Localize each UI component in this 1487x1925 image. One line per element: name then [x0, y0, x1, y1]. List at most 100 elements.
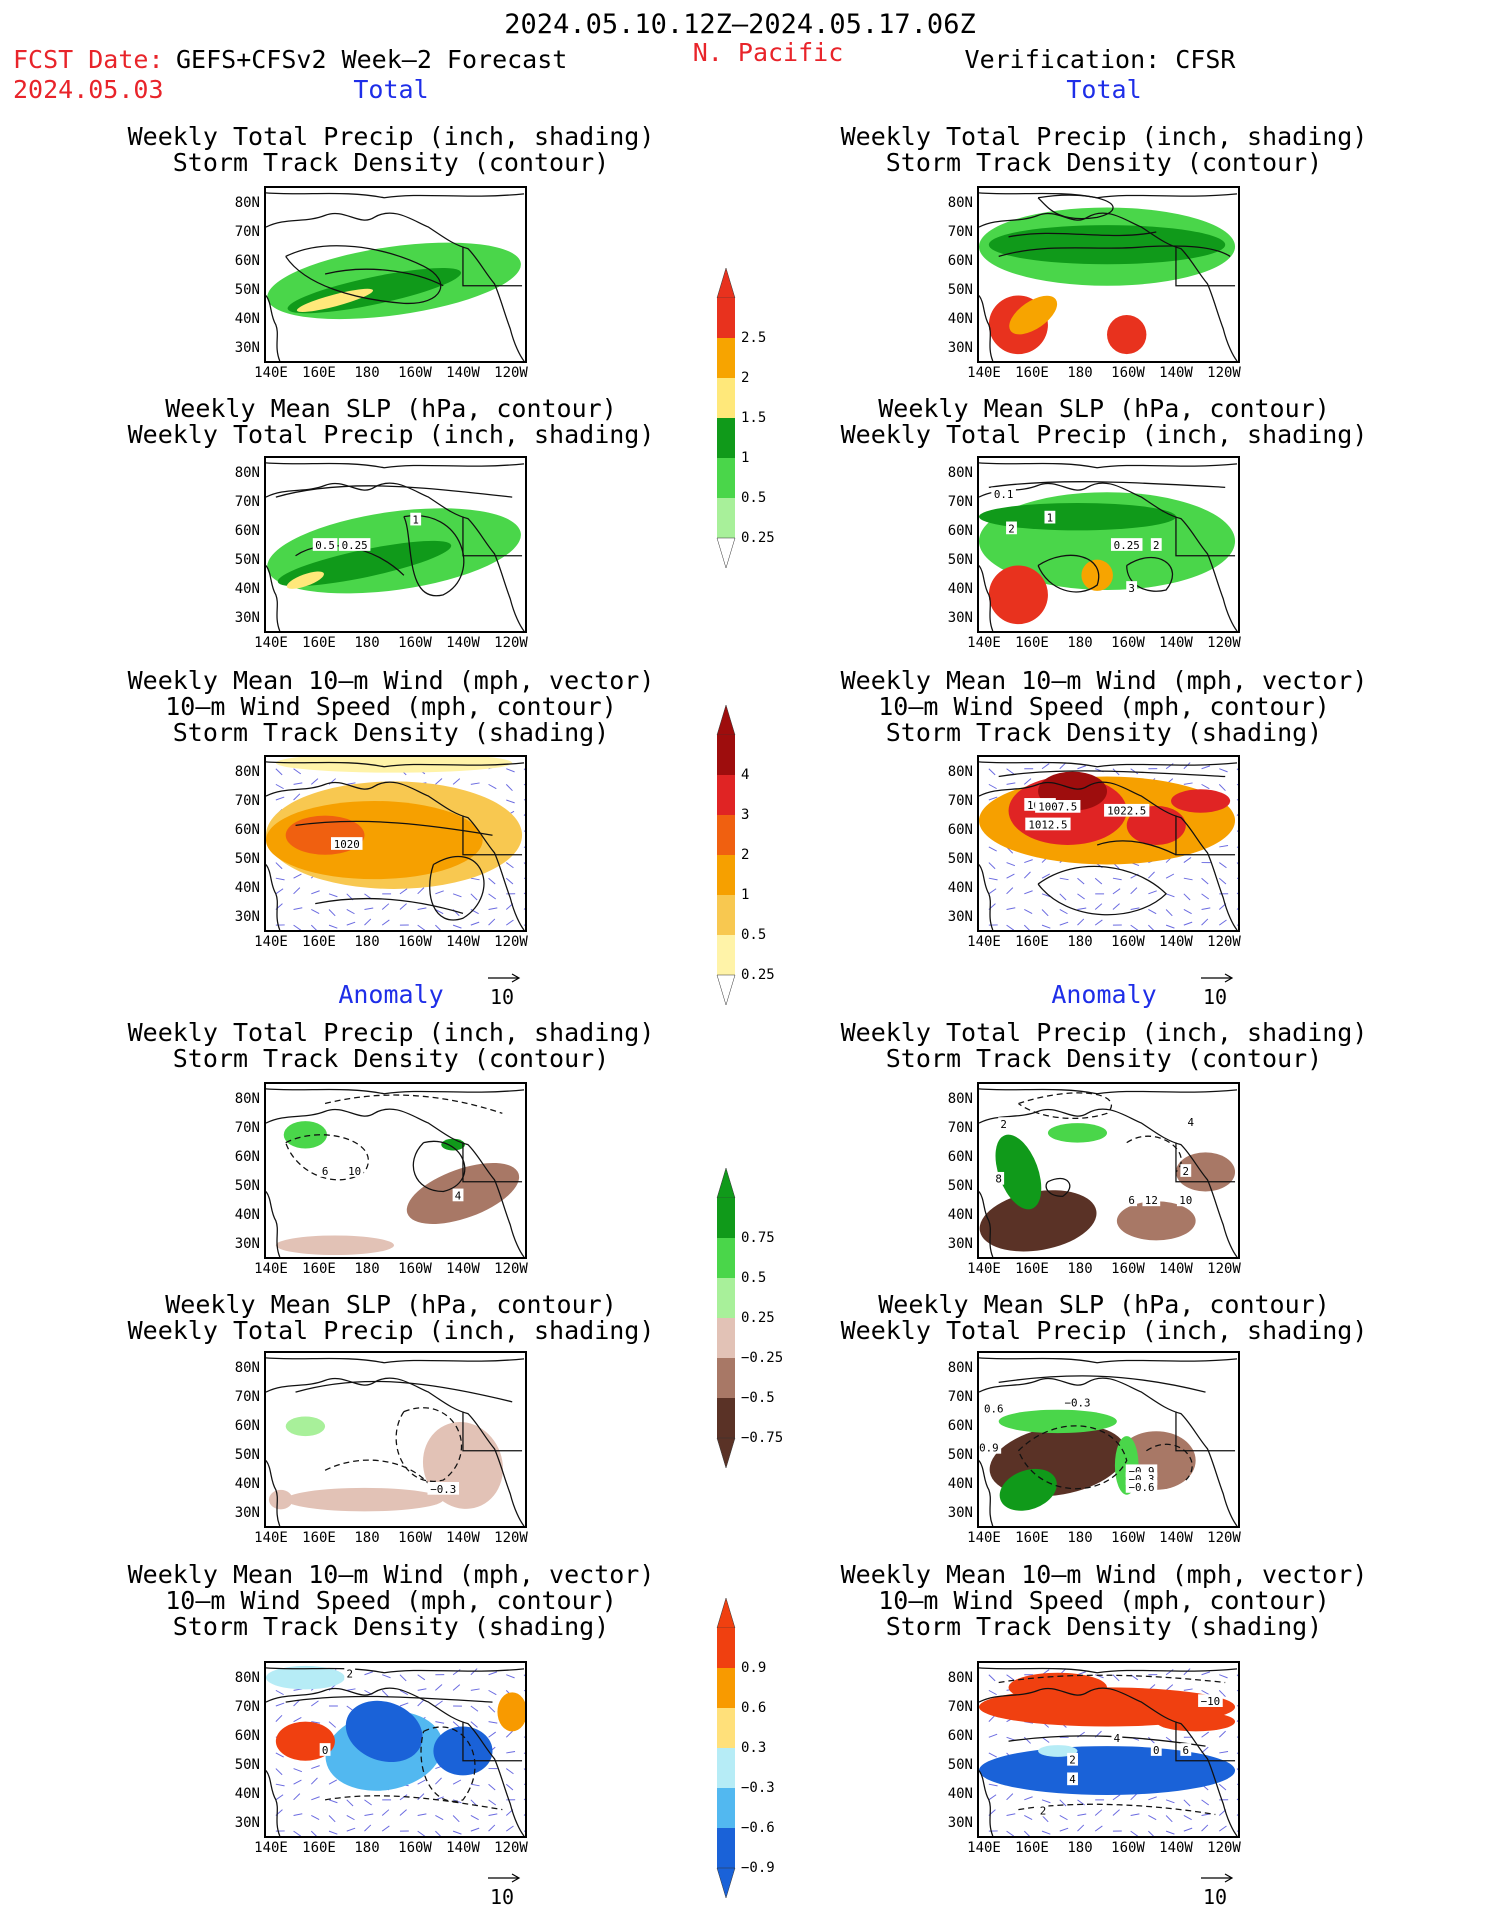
asia-coast [979, 1770, 994, 1836]
contour-line [285, 1695, 493, 1703]
svg-text:−0.3: −0.3 [430, 1483, 456, 1496]
arctic-coast [266, 761, 525, 768]
colorbar-precip_total [716, 268, 736, 568]
longitude-tick-label: 140W [446, 934, 480, 950]
longitude-tick-label: 140W [1159, 365, 1193, 381]
colorbar-tick-label: 1 [741, 450, 750, 466]
longitude-tick-label: 140E [254, 1261, 288, 1277]
latitude-tick-label: 40N [947, 1207, 973, 1223]
border-line [462, 246, 523, 287]
panel-title-r2-line1: Weekly Mean 10‒m Wind (mph, vector) [840, 666, 1368, 695]
contour-line [1126, 1135, 1182, 1173]
latitude-tick-label: 30N [947, 340, 973, 356]
latitude-tick-label: 80N [234, 1670, 260, 1686]
shading-region [1116, 1201, 1196, 1241]
svg-text:0.9: 0.9 [979, 1442, 999, 1455]
coastline-america [979, 212, 1238, 361]
contour-label: 0.5 [312, 538, 338, 552]
colorbar-tick-label: 2 [741, 370, 750, 386]
colorbar-tick-label: −0.25 [741, 1350, 784, 1366]
colorbar-segment [717, 418, 735, 458]
longitude-tick-label: 180 [354, 1530, 380, 1546]
reference-vector: 10 [1199, 968, 1235, 1007]
longitude-tick-label: 120W [494, 1840, 528, 1856]
colorbar-bottom-arrow [716, 537, 736, 568]
latitude-tick-label: 80N [947, 1360, 973, 1376]
border-line [1175, 1721, 1236, 1762]
panel-title-r0-line1: Weekly Total Precip (inch, shading) [840, 122, 1368, 151]
longitude-tick-label: 180 [1067, 934, 1093, 950]
reference-vector-label: 10 [490, 985, 515, 1009]
longitude-tick-label: 140E [967, 635, 1001, 651]
latitude-tick-label: 80N [947, 1670, 973, 1686]
date-range-title: 2024.05.10.12Z‒2024.05.17.06Z [504, 9, 976, 40]
contour-line [420, 1726, 476, 1802]
longitude-tick-label: 160E [302, 934, 336, 950]
svg-text:6: 6 [322, 1165, 329, 1178]
latitude-tick-label: 70N [234, 1699, 260, 1715]
latitude-tick-label: 40N [234, 880, 260, 896]
panel-title-l2-line3: Storm Track Density (shading) [172, 718, 610, 747]
colorbar-tick-label: 4 [741, 767, 750, 783]
colorbar-segment [717, 498, 735, 538]
longitude-tick-label: 140E [967, 1530, 1001, 1546]
coastline-america [979, 1687, 1238, 1836]
contour-label: 1020 [330, 837, 363, 851]
colorbar-tick-label: 0.75 [741, 1230, 775, 1246]
colorbar-top-arrow [716, 268, 736, 299]
latitude-tick-label: 40N [234, 1786, 260, 1802]
shading-region [441, 1138, 465, 1151]
map-panel-r5: −10 4 2 4 2 0 6 [977, 1661, 1240, 1838]
longitude-tick-label: 140E [967, 934, 1001, 950]
colorbar-tick-label: −0.75 [741, 1430, 784, 1446]
colorbar-segment [717, 1748, 735, 1788]
contour-line [1008, 1735, 1206, 1747]
latitude-tick-label: 70N [947, 1389, 973, 1405]
contour-line [324, 1459, 434, 1491]
contour-label: 2 [1067, 1752, 1078, 1767]
latitude-tick-label: 30N [947, 1505, 973, 1521]
svg-text:0.6: 0.6 [984, 1403, 1004, 1416]
colorbar-bottom-arrow [716, 974, 736, 1005]
contour-label: 4 [1111, 1731, 1123, 1745]
border-line [462, 1411, 523, 1452]
svg-text:1: 1 [1047, 512, 1054, 525]
latitude-tick-label: 60N [234, 1149, 260, 1165]
longitude-tick-label: 140E [967, 365, 1001, 381]
contour-label: 4 [1067, 1772, 1078, 1786]
svg-text:4: 4 [455, 1189, 462, 1202]
contour-label: 0.25 [338, 538, 371, 552]
contour-label: −10 [1198, 1694, 1223, 1708]
panel-title-r3-line1: Weekly Total Precip (inch, shading) [840, 1018, 1368, 1047]
asia-coast [979, 295, 994, 361]
shading-region [998, 1409, 1117, 1434]
longitude-tick-label: 160W [1111, 934, 1145, 950]
longitude-tick-label: 180 [1067, 1840, 1093, 1856]
contour-line [324, 268, 444, 287]
latitude-tick-label: 60N [234, 822, 260, 838]
contour-label: 1 [410, 512, 422, 526]
longitude-tick-label: 180 [1067, 635, 1093, 651]
border-line [462, 815, 523, 856]
panel-title-l2-line2: 10‒m Wind Speed (mph, contour) [165, 692, 617, 721]
reference-arrow-icon [488, 1873, 521, 1883]
colorbar-segment [717, 935, 735, 975]
panel-title-r3-line2: Storm Track Density (contour) [885, 1044, 1323, 1073]
latitude-tick-label: 30N [947, 909, 973, 925]
colorbar-segment [717, 378, 735, 418]
shading-region [1081, 559, 1113, 591]
contour-label: 10 [1176, 1193, 1195, 1207]
longitude-tick-label: 180 [1067, 365, 1093, 381]
border-line [462, 1142, 523, 1183]
latitude-tick-label: 60N [234, 523, 260, 539]
longitude-tick-label: 160W [398, 934, 432, 950]
left-anomaly-heading: Anomaly [338, 980, 444, 1009]
map-panel-l2: 1020 [264, 755, 527, 932]
panel-title-l0-line2: Storm Track Density (contour) [172, 148, 610, 177]
shading-region [285, 1416, 326, 1437]
latitude-tick-label: 60N [947, 253, 973, 269]
shading-region [1009, 295, 1058, 335]
svg-text:8: 8 [995, 1173, 1002, 1186]
shading-region [1107, 315, 1147, 355]
longitude-tick-label: 160E [1015, 934, 1049, 950]
